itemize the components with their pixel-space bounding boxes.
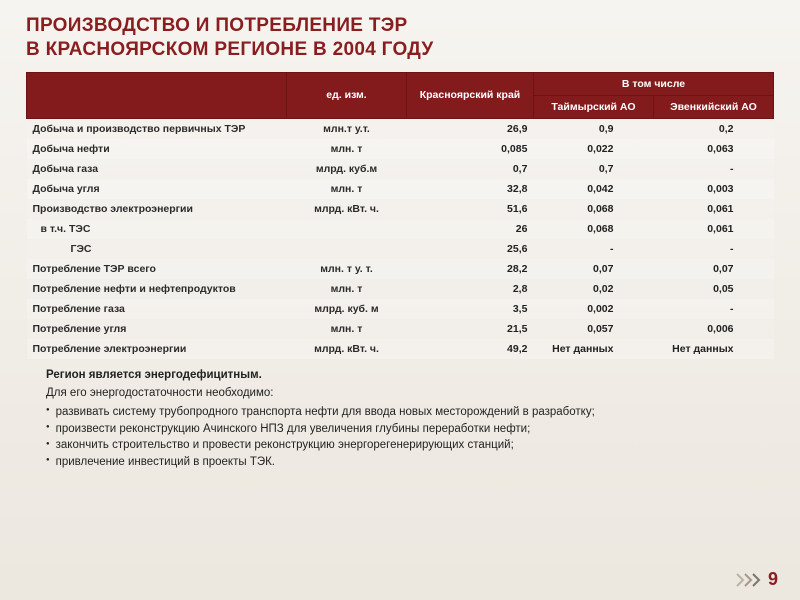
row-value: 0,9 — [533, 118, 653, 139]
footnote-bullets: развивать систему трубопродного транспор… — [46, 404, 770, 471]
th-sub2: Эвенкийский АО — [653, 95, 773, 118]
row-name: Добыча газа — [27, 159, 287, 179]
row-name: Потребление угля — [27, 319, 287, 339]
row-value: 0,068 — [533, 199, 653, 219]
slide: ПРОИЗВОДСТВО И ПОТРЕБЛЕНИЕ ТЭР В КРАСНОЯ… — [0, 0, 800, 471]
row-unit — [287, 219, 407, 239]
table-row: Добыча газамлрд. куб.м0,70,7- — [27, 159, 774, 179]
row-value: 26 — [407, 219, 534, 239]
row-value: 0,022 — [533, 139, 653, 159]
row-value: 0,02 — [533, 279, 653, 299]
row-value: 0,085 — [407, 139, 534, 159]
row-value: 2,8 — [407, 279, 534, 299]
row-value: 0,2 — [653, 118, 773, 139]
row-value: 0,006 — [653, 319, 773, 339]
row-value: 0,057 — [533, 319, 653, 339]
row-unit: млн. т — [287, 139, 407, 159]
th-unit: ед. изм. — [287, 72, 407, 118]
row-value: 25,6 — [407, 239, 534, 259]
table-row: Потребление электроэнергиимлрд. кВт. ч.4… — [27, 339, 774, 359]
row-unit: млн. т у. т. — [287, 259, 407, 279]
footnote-bullet: закончить строительство и провести рекон… — [46, 437, 770, 454]
row-value: 0,07 — [653, 259, 773, 279]
row-name: Производство электроэнергии — [27, 199, 287, 219]
table-row: Производство электроэнергиимлрд. кВт. ч.… — [27, 199, 774, 219]
row-value: - — [653, 159, 773, 179]
th-region: Красноярский край — [407, 72, 534, 118]
footnote-block: Регион является энергодефицитным. Для ег… — [26, 365, 774, 471]
table-row: в т.ч. ТЭС 260,0680,061 — [27, 219, 774, 239]
row-value: 32,8 — [407, 179, 534, 199]
table-row: Добыча углямлн. т32,80,0420,003 — [27, 179, 774, 199]
row-value: Нет данных — [533, 339, 653, 359]
row-name: в т.ч. ТЭС — [27, 219, 287, 239]
row-value: 0,002 — [533, 299, 653, 319]
row-name: Потребление нефти и нефтепродуктов — [27, 279, 287, 299]
footnote-bullet: привлечение инвестиций в проекты ТЭК. — [46, 454, 770, 471]
row-value: - — [653, 299, 773, 319]
row-name: Потребление ТЭР всего — [27, 259, 287, 279]
table-row: Потребление углямлн. т21,50,0570,006 — [27, 319, 774, 339]
row-unit: млн. т — [287, 279, 407, 299]
title-line-1: ПРОИЗВОДСТВО И ПОТРЕБЛЕНИЕ ТЭР — [26, 15, 408, 36]
table-row: Потребление ТЭР всегомлн. т у. т.28,20,0… — [27, 259, 774, 279]
row-name: Потребление электроэнергии — [27, 339, 287, 359]
row-value: 0,7 — [407, 159, 534, 179]
row-unit — [287, 239, 407, 259]
table-header: ед. изм. Красноярский край В том числе Т… — [27, 72, 774, 118]
row-unit: млн. т — [287, 179, 407, 199]
row-value: 51,6 — [407, 199, 534, 219]
footer: 9 — [736, 569, 778, 590]
page-number: 9 — [768, 569, 778, 590]
row-value: 0,003 — [653, 179, 773, 199]
row-value: 0,061 — [653, 219, 773, 239]
row-value: 28,2 — [407, 259, 534, 279]
table-row: Добыча нефтимлн. т0,0850,0220,063 — [27, 139, 774, 159]
row-value: 3,5 — [407, 299, 534, 319]
row-unit: млн.т у.т. — [287, 118, 407, 139]
row-unit: млрд. кВт. ч. — [287, 199, 407, 219]
footnote-intro: Для его энергодостаточности необходимо: — [46, 385, 770, 402]
row-value: - — [653, 239, 773, 259]
row-unit: млн. т — [287, 319, 407, 339]
row-name: Добыча нефти — [27, 139, 287, 159]
row-unit: млрд. куб. м — [287, 299, 407, 319]
table-row: Добыча и производство первичных ТЭРмлн.т… — [27, 118, 774, 139]
table-row: ГЭС25,6-- — [27, 239, 774, 259]
row-value: 0,061 — [653, 199, 773, 219]
energy-table: ед. изм. Красноярский край В том числе Т… — [26, 72, 774, 359]
row-value: 0,7 — [533, 159, 653, 179]
row-name: Потребление газа — [27, 299, 287, 319]
row-value: 21,5 — [407, 319, 534, 339]
row-value: 26,9 — [407, 118, 534, 139]
footnote-lead: Регион является энергодефицитным. — [46, 369, 262, 381]
row-unit: млрд. кВт. ч. — [287, 339, 407, 359]
table-row: Потребление нефти и нефтепродуктовмлн. т… — [27, 279, 774, 299]
row-value: Нет данных — [653, 339, 773, 359]
row-value: 0,068 — [533, 219, 653, 239]
th-sub1: Таймырский АО — [533, 95, 653, 118]
row-value: - — [533, 239, 653, 259]
row-value: 0,042 — [533, 179, 653, 199]
row-value: 0,05 — [653, 279, 773, 299]
th-name — [27, 72, 287, 118]
table-row: Потребление газамлрд. куб. м3,50,002- — [27, 299, 774, 319]
footnote-bullet: развивать систему трубопродного транспор… — [46, 404, 770, 421]
title-line-2: В КРАСНОЯРСКОМ РЕГИОНЕ В 2004 ГОДУ — [26, 39, 433, 60]
row-name: ГЭС — [27, 239, 287, 259]
page-title: ПРОИЗВОДСТВО И ПОТРЕБЛЕНИЕ ТЭР В КРАСНОЯ… — [26, 14, 774, 62]
table-body: Добыча и производство первичных ТЭРмлн.т… — [27, 118, 774, 359]
th-subgroup: В том числе — [533, 72, 773, 95]
row-name: Добыча угля — [27, 179, 287, 199]
row-unit: млрд. куб.м — [287, 159, 407, 179]
row-value: 49,2 — [407, 339, 534, 359]
row-value: 0,07 — [533, 259, 653, 279]
chevron-icon — [736, 573, 762, 587]
row-name: Добыча и производство первичных ТЭР — [27, 118, 287, 139]
footnote-bullet: произвести реконструкцию Ачинского НПЗ д… — [46, 421, 770, 438]
row-value: 0,063 — [653, 139, 773, 159]
